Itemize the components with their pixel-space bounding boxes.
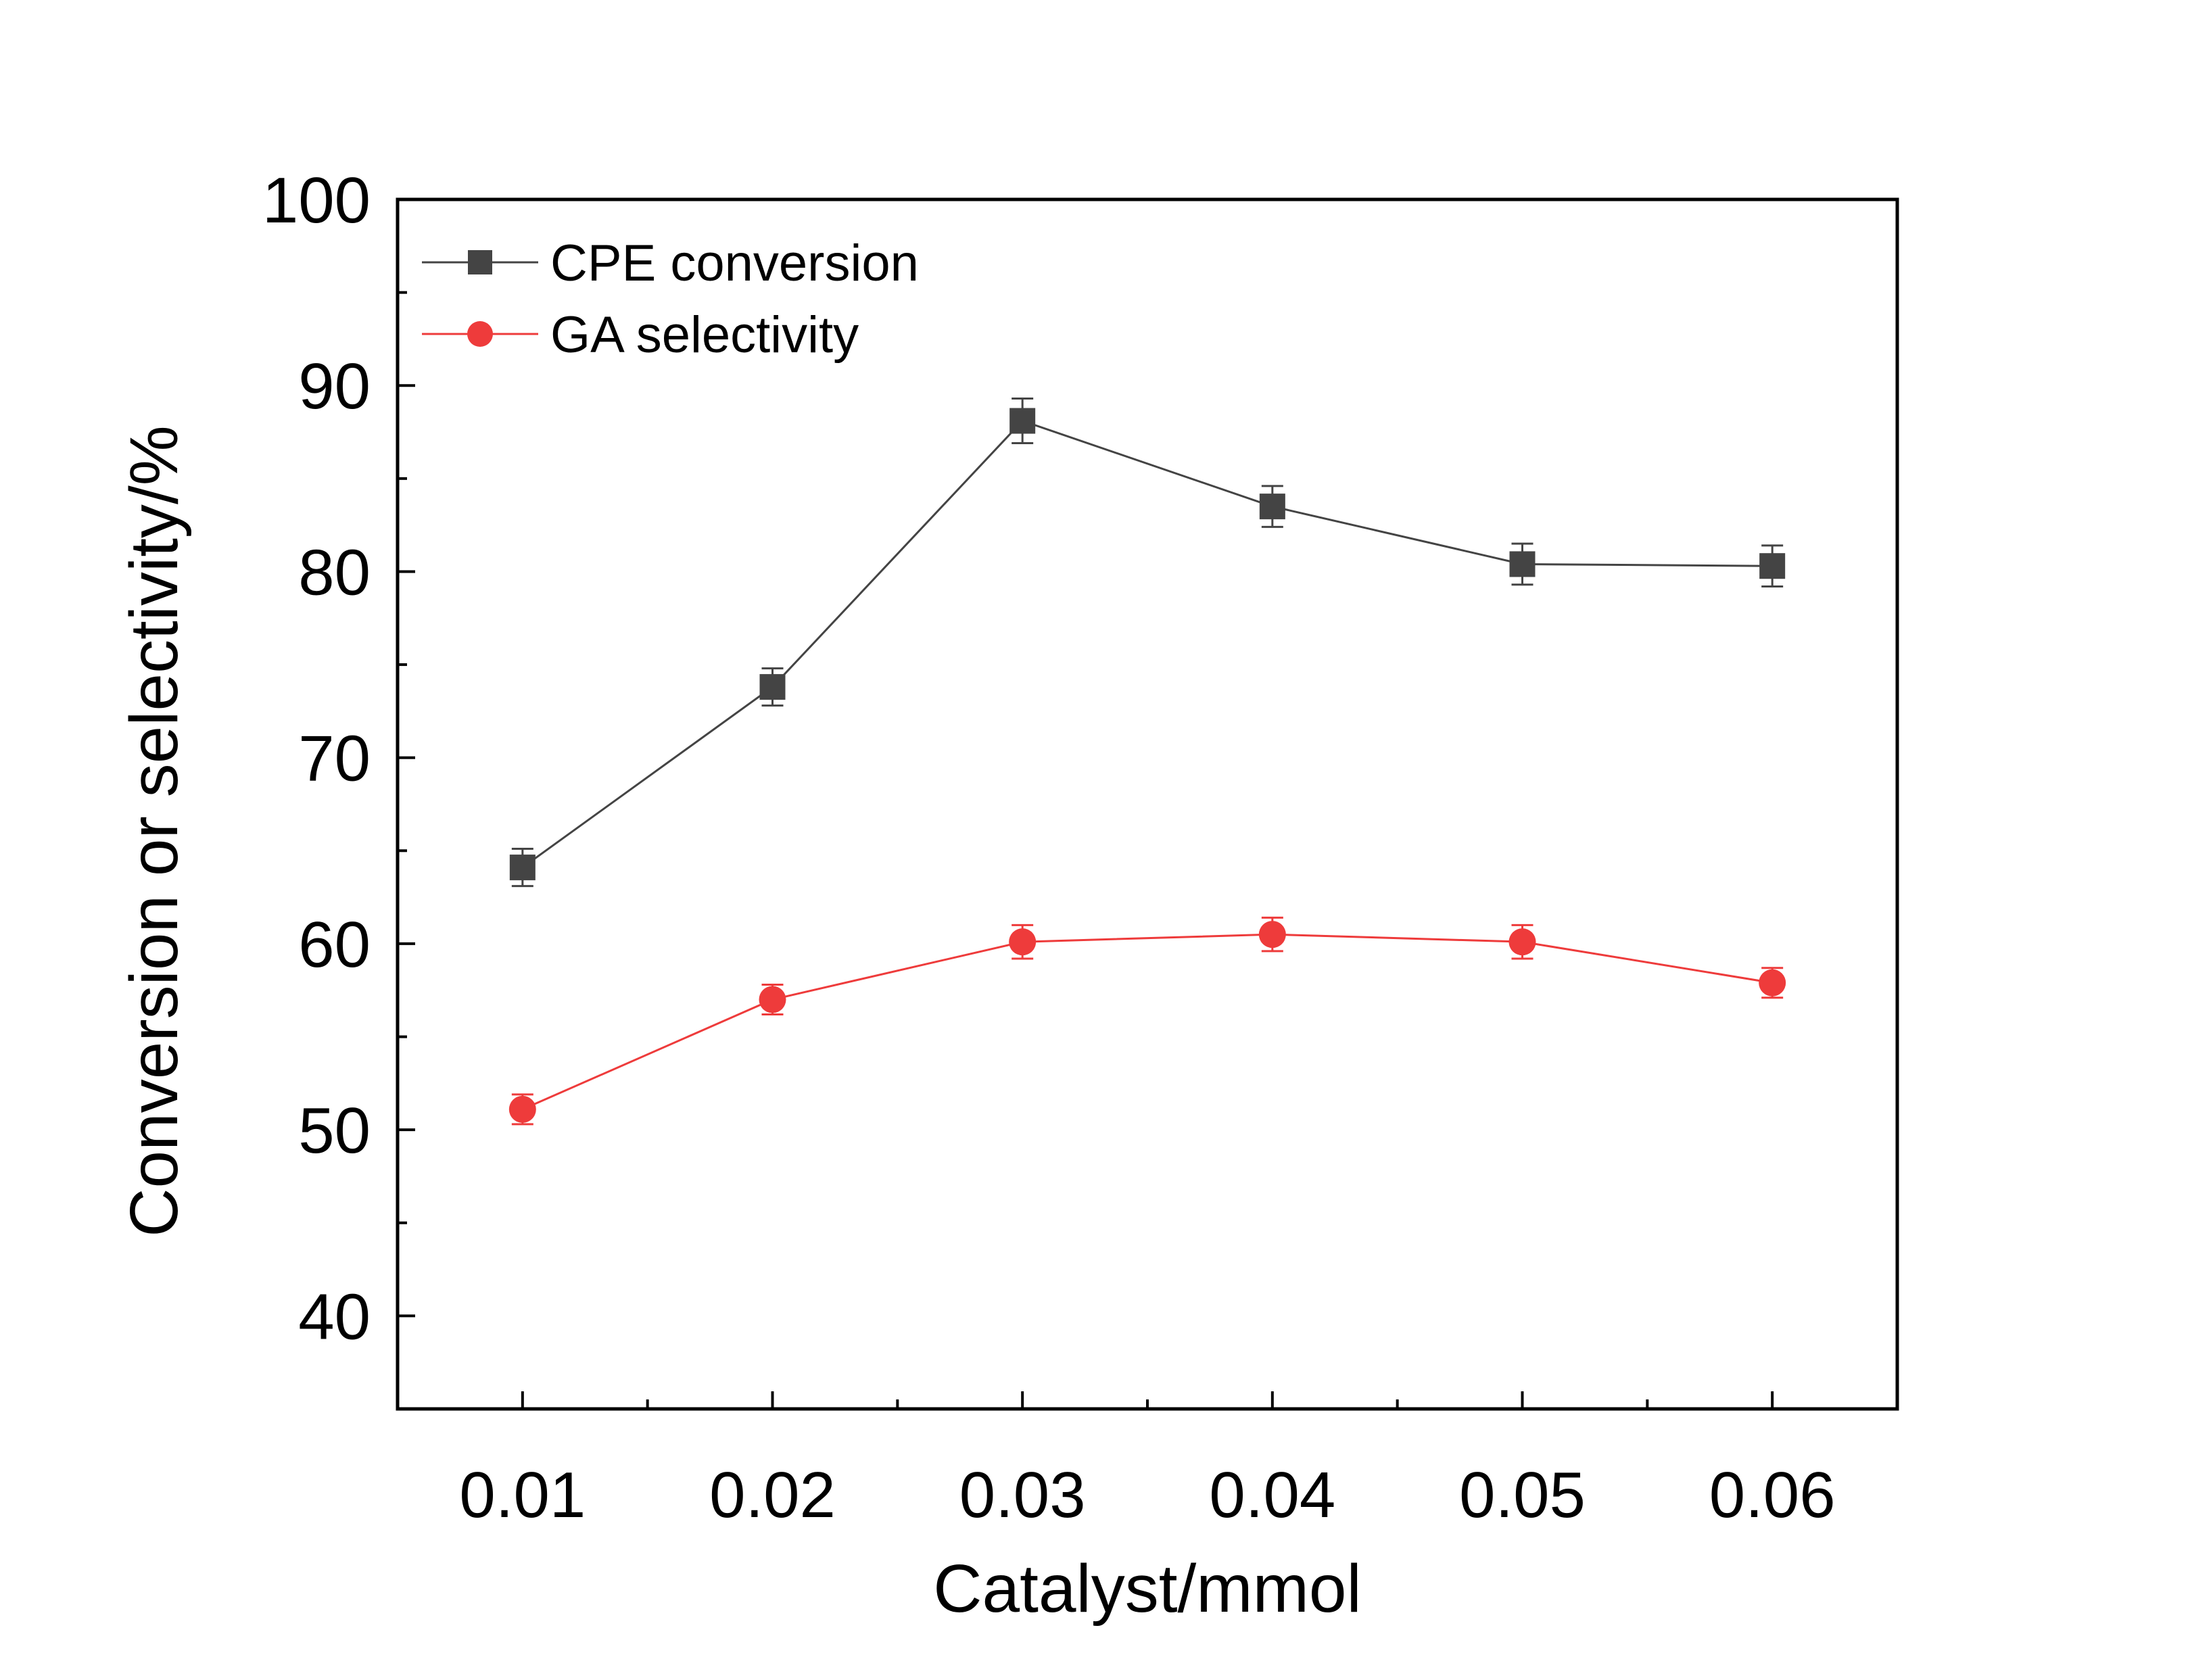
series-group — [508, 397, 1786, 1126]
series-cpe-conversion — [509, 397, 1786, 888]
y-tick-label: 80 — [298, 536, 371, 608]
data-point — [1259, 494, 1285, 520]
y-tick-label: 60 — [298, 909, 371, 981]
y-tick-label: 100 — [262, 164, 371, 237]
data-point — [1759, 969, 1786, 997]
y-tick-label: 40 — [298, 1280, 371, 1353]
data-point — [1009, 408, 1036, 434]
data-point — [508, 1095, 536, 1123]
series-line — [521, 419, 1773, 869]
x-tick-label: 0.05 — [1459, 1459, 1586, 1531]
data-point — [759, 674, 786, 700]
x-tick-label: 0.02 — [709, 1459, 836, 1531]
x-tick-label: 0.06 — [1709, 1459, 1836, 1531]
legend: CPE conversion GA selectivity — [422, 235, 919, 364]
data-point — [1258, 921, 1286, 949]
x-axis-title: Catalyst/mmol — [933, 1551, 1361, 1627]
legend-label: GA selectivity — [550, 306, 859, 364]
data-point — [759, 986, 786, 1013]
y-tick-label: 90 — [298, 350, 371, 423]
y-tick-label: 50 — [298, 1095, 371, 1167]
data-point — [1509, 551, 1536, 577]
data-point — [1508, 928, 1536, 956]
x-tick-label: 0.04 — [1209, 1459, 1335, 1531]
y-tick-label: 70 — [298, 723, 371, 795]
series-ga-selectivity — [508, 916, 1786, 1126]
data-point — [509, 855, 536, 881]
legend-label: CPE conversion — [550, 235, 919, 292]
legend-marker — [467, 321, 493, 347]
x-tick-label: 0.03 — [959, 1459, 1086, 1531]
y-axis-title: Conversion or selectivity/% — [116, 425, 192, 1237]
x-tick-label: 0.01 — [459, 1459, 586, 1531]
data-point — [1759, 553, 1786, 579]
axes-group: 40 50 60 70 80 90 100 0.01 0.02 0.03 0.04 0.05 0.06 — [262, 164, 1899, 1531]
series-line — [522, 933, 1773, 1111]
data-point — [1009, 928, 1037, 956]
legend-marker — [468, 250, 492, 274]
plot-frame — [396, 197, 1899, 1411]
